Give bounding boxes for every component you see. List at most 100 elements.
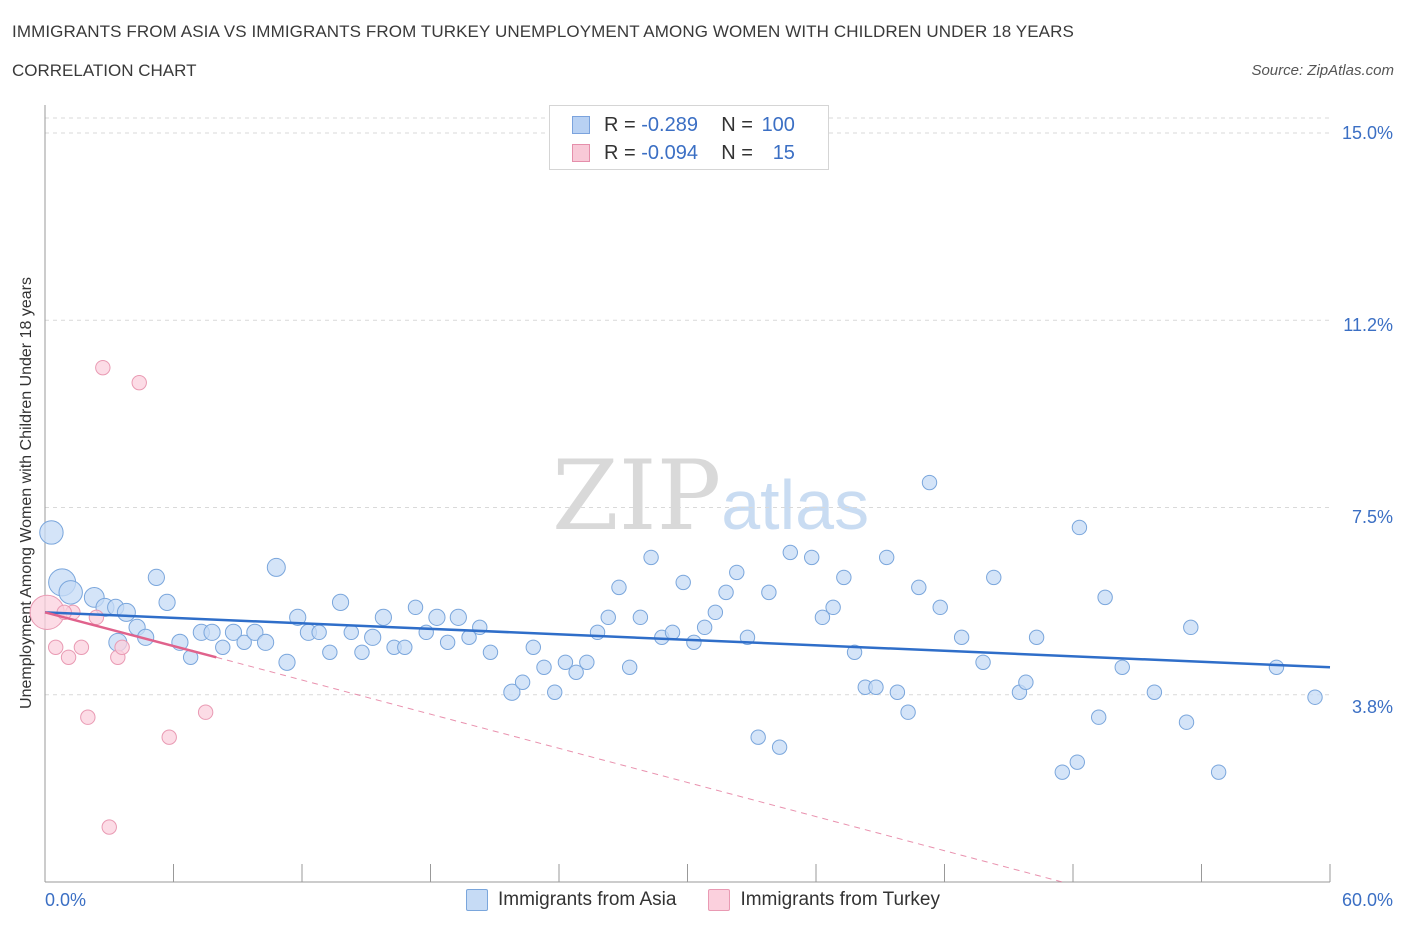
asia-point [921, 474, 938, 491]
asia-point [503, 683, 521, 701]
asia-point [1210, 764, 1227, 780]
legend-item-turkey[interactable]: Immigrants from Turkey [708, 889, 940, 911]
asia-point [158, 593, 176, 611]
asia-point [116, 602, 136, 622]
asia-point [1146, 684, 1163, 700]
asia-trend-line [44, 611, 1331, 669]
n-value: 100 [761, 113, 795, 136]
asia-point [686, 634, 702, 651]
asia-point [911, 579, 927, 596]
watermark: ZIPatlas [552, 440, 869, 552]
turkey-point [80, 709, 96, 725]
asia-point [707, 604, 724, 621]
asia-point [236, 634, 252, 651]
legend-item-asia[interactable]: Immigrants from Asia [466, 889, 676, 911]
asia-point [215, 639, 231, 656]
series-legend: Immigrants from Asia Immigrants from Tur… [0, 889, 1406, 911]
y-tick-label: 11.2% [1343, 315, 1393, 335]
n-value: 15 [772, 141, 795, 164]
asia-point [1071, 519, 1088, 536]
x-tick-label: 0.0% [45, 890, 87, 910]
turkey-trend-extension [216, 656, 1063, 883]
asia-point [439, 634, 456, 651]
asia-point [1018, 674, 1034, 690]
asia-point [1097, 589, 1113, 606]
turkey-point [73, 639, 90, 656]
r-value: -0.289 [641, 113, 698, 136]
asia-point [278, 653, 296, 671]
legend-swatch-turkey [572, 144, 590, 162]
turkey-point [131, 374, 147, 391]
asia-point [289, 608, 307, 626]
r-label: R = [604, 113, 636, 136]
asia-point [836, 569, 852, 586]
correlation-legend: R = -0.289 N = 100 R = -0.094 N = 15 [549, 105, 829, 170]
watermark-atlas: atlas [721, 466, 870, 544]
y-tick-label: 3.8% [1351, 697, 1393, 717]
asia-point [1268, 659, 1285, 675]
legend-label-asia: Immigrants from Asia [498, 889, 677, 910]
asia-point [825, 599, 841, 616]
asia-point [1069, 754, 1085, 770]
legend-swatch-turkey [708, 889, 731, 911]
asia-point [568, 664, 584, 680]
asia-point [761, 584, 777, 601]
asia-point [579, 654, 595, 670]
asia-point [266, 557, 286, 577]
asia-point [632, 609, 649, 626]
asia-point [868, 679, 884, 695]
asia-point [696, 619, 713, 636]
x-tick-label: 60.0% [1341, 890, 1393, 910]
asia-point [331, 593, 350, 611]
asia-point [407, 599, 424, 616]
asia-point [846, 644, 863, 661]
asia-point [1307, 689, 1323, 705]
asia-point [428, 608, 446, 626]
asia-point [525, 639, 541, 656]
y-tick-label: 15.0% [1341, 123, 1393, 143]
asia-point [557, 654, 574, 670]
asia-point [889, 684, 906, 700]
asia-point [39, 520, 64, 545]
asia-point [449, 608, 467, 626]
asia-point [364, 628, 382, 646]
asia-point [397, 639, 413, 656]
asia-point [343, 624, 359, 641]
r-value: -0.094 [641, 141, 698, 164]
asia-point [739, 629, 756, 646]
asia-point [482, 644, 499, 661]
legend-row-asia: R = -0.289 N = 100 [572, 113, 795, 137]
r-label: R = [604, 141, 636, 164]
asia-point [643, 549, 659, 566]
source-label: Source: ZipAtlas.com [1251, 62, 1394, 79]
legend-label-turkey: Immigrants from Turkey [740, 889, 940, 910]
asia-point [611, 579, 627, 596]
asia-point [878, 549, 895, 566]
y-tick-label: 7.5% [1351, 507, 1393, 527]
asia-point [224, 623, 243, 641]
asia-point [354, 644, 370, 661]
watermark-zip: ZIP [552, 440, 722, 552]
asia-point [1028, 629, 1045, 646]
asia-point [374, 608, 392, 626]
asia-point [771, 739, 788, 755]
asia-point [322, 644, 338, 661]
asia-point [1054, 764, 1070, 780]
asia-point [975, 654, 991, 670]
chart-subtitle: CORRELATION CHART [12, 61, 197, 80]
asia-point [729, 564, 745, 581]
asia-point [718, 584, 734, 601]
turkey-point [88, 609, 105, 626]
asia-point [246, 623, 264, 641]
asia-point [621, 659, 638, 675]
asia-point [932, 599, 948, 616]
turkey-point [60, 649, 77, 665]
asia-point [600, 609, 616, 626]
asia-point [536, 659, 552, 675]
legend-swatch-asia [572, 116, 590, 134]
turkey-trend-line [44, 611, 217, 659]
asia-point [311, 624, 327, 641]
turkey-point [101, 819, 117, 835]
asia-point [203, 623, 221, 641]
asia-point [804, 549, 820, 566]
